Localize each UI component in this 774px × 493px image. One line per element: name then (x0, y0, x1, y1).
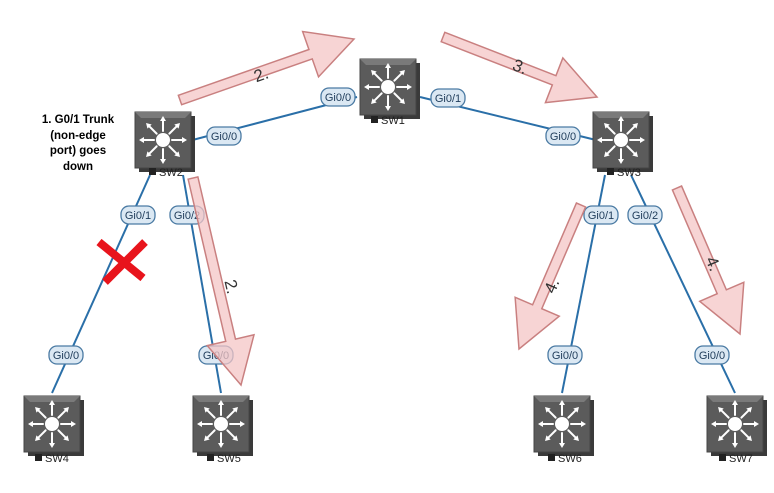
port-label: Gi0/0 (320, 87, 356, 107)
port-name: Gi0/0 (211, 131, 237, 143)
port-pill (583, 205, 619, 225)
step-label: 4. (702, 254, 725, 275)
switch-sw1[interactable]: SW1 (359, 58, 420, 127)
link-failure-x-icon (96, 238, 148, 285)
port-name: Gi0/0 (552, 350, 578, 362)
switch-arrows-icon (711, 400, 759, 448)
switch-status-icon (207, 454, 214, 461)
switch-sw6[interactable]: SW6 (533, 395, 594, 465)
arrow-shape (440, 31, 599, 104)
arrow-shape (187, 175, 256, 387)
port-label: Gi0/0 (694, 345, 730, 365)
port-name: Gi0/1 (435, 93, 461, 105)
switch-name: SW3 (617, 167, 641, 179)
switch-sw2[interactable]: SW2 (134, 111, 195, 179)
switch-sw4[interactable]: SW4 (23, 395, 84, 465)
propagation-arrow-sw2-to-sw1: 2. (177, 30, 356, 106)
port-pill (120, 205, 156, 225)
switch-arrows-icon (364, 63, 412, 111)
switch-status-icon (371, 116, 378, 123)
switch-bevel (534, 396, 590, 402)
switch-arrows-icon (538, 400, 586, 448)
annotation-line: 1. G0/1 Trunk (41, 114, 115, 126)
switch-status-icon (719, 454, 726, 461)
port-label: Gi0/1 (430, 88, 466, 108)
switch-hub (728, 417, 742, 431)
port-pill (627, 205, 663, 225)
propagation-arrow-sw3-to-sw6: 4. (514, 202, 587, 351)
switch-name: SW7 (729, 453, 753, 465)
switch-status-icon (607, 168, 614, 175)
switch-bevel (24, 396, 80, 402)
annotation-line: port) goes (49, 145, 107, 157)
step-label: 2. (251, 63, 271, 86)
annotation-line: (non-edge (50, 129, 106, 142)
switch-bevel (135, 112, 191, 118)
port-label: Gi0/0 (547, 345, 583, 365)
switch-hub (156, 133, 170, 147)
port-pill (694, 345, 730, 365)
switch-arrows-icon (597, 116, 645, 164)
switch-hub (381, 80, 395, 94)
port-name: Gi0/2 (632, 210, 658, 222)
arrow-shape (514, 202, 587, 351)
port-pill (48, 345, 84, 365)
switch-arrows-icon (28, 400, 76, 448)
switch-status-icon (149, 168, 156, 175)
switch-hub (45, 417, 59, 431)
switch-bevel (360, 59, 416, 65)
port-name: Gi0/0 (550, 131, 576, 143)
switch-bevel (593, 112, 649, 118)
port-label: Gi0/0 (48, 345, 84, 365)
switch-status-icon (548, 454, 555, 461)
port-label: Gi0/0 (545, 126, 581, 146)
switch-arrows-icon (197, 400, 245, 448)
port-name: Gi0/1 (588, 210, 614, 222)
propagation-arrow-sw2-to-sw5: 2. (187, 175, 256, 387)
port-name: Gi0/0 (53, 350, 79, 362)
switch-sw5[interactable]: SW5 (192, 395, 253, 465)
step-label: 2. (220, 278, 242, 296)
switch-name: SW1 (381, 115, 405, 127)
switch-name: SW6 (558, 453, 582, 465)
arrow-shape (671, 185, 745, 336)
switch-bevel (193, 396, 249, 402)
switch-name: SW5 (217, 453, 241, 465)
arrow-shape (177, 30, 356, 106)
link-failure-annotation: 1. G0/1 Trunk (non-edge port) goes down (22, 113, 134, 175)
port-label: Gi0/1 (583, 205, 619, 225)
switch-hub (214, 417, 228, 431)
port-pill (547, 345, 583, 365)
annotation-line: down (62, 160, 94, 173)
switch-name: SW4 (45, 453, 69, 465)
port-label: Gi0/2 (627, 205, 663, 225)
step-label: 3. (510, 55, 530, 78)
switch-arrows-icon (139, 116, 187, 164)
switch-sw3[interactable]: SW3 (592, 111, 653, 179)
propagation-arrow-sw1-to-sw3: 3. (440, 31, 599, 104)
switch-hub (614, 133, 628, 147)
switch-sw7[interactable]: SW7 (706, 395, 767, 465)
port-label: Gi0/1 (120, 205, 156, 225)
switch-name: SW2 (159, 167, 183, 179)
port-name: Gi0/0 (325, 92, 351, 104)
port-pill (206, 126, 242, 146)
step-label: 4. (540, 276, 563, 297)
port-name: Gi0/0 (699, 350, 725, 362)
switch-bevel (707, 396, 763, 402)
port-label: Gi0/0 (206, 126, 242, 146)
port-pill (545, 126, 581, 146)
switch-hub (555, 417, 569, 431)
port-pill (430, 88, 466, 108)
port-pill (320, 87, 356, 107)
port-name: Gi0/2 (174, 210, 200, 222)
port-name: Gi0/1 (125, 210, 151, 222)
switch-status-icon (35, 454, 42, 461)
propagation-arrow-sw3-to-sw7: 4. (671, 185, 745, 336)
